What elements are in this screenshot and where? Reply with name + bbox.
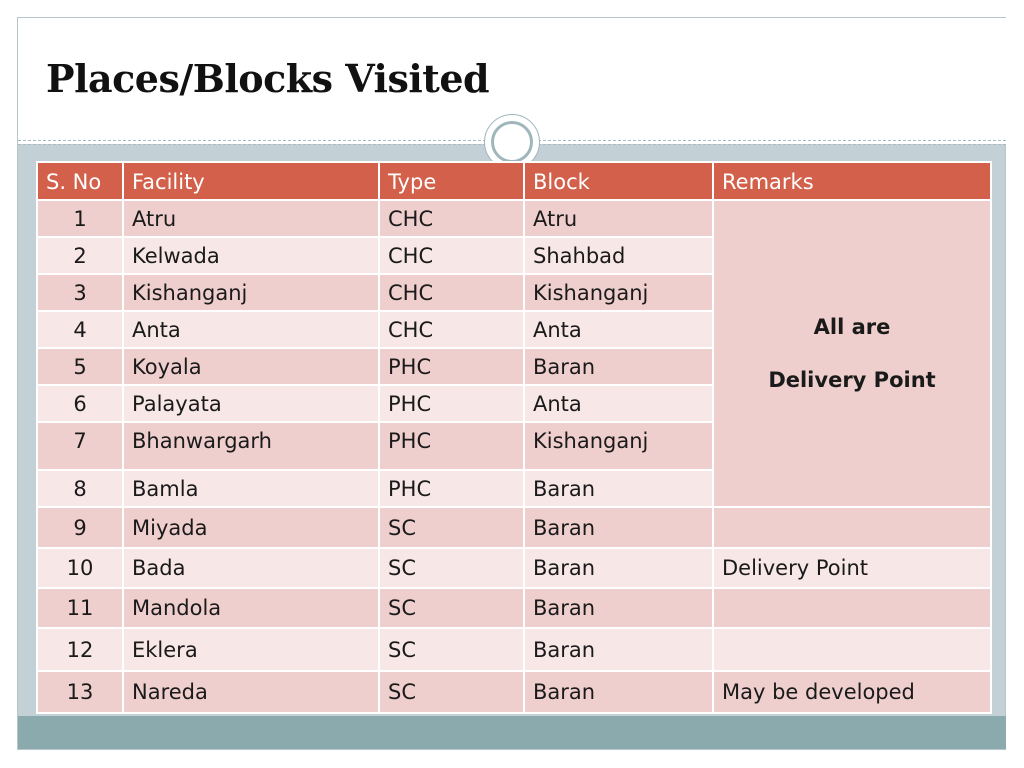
- cell-type: SC: [378, 547, 525, 589]
- table-row: 5 Koyala PHC Baran: [36, 347, 991, 386]
- table-row: 3 Kishanganj CHC Kishanganj: [36, 273, 991, 312]
- cell-facility: Bamla: [122, 469, 380, 508]
- cell-sno: 12: [36, 627, 124, 672]
- cell-type: SC: [378, 627, 525, 672]
- cell-sno: 10: [36, 547, 124, 589]
- slide-title: Places/Blocks Visited: [46, 56, 490, 101]
- cell-sno: 1: [36, 199, 124, 238]
- header-facility: Facility: [122, 161, 380, 201]
- cell-type: SC: [378, 506, 525, 549]
- cell-type: SC: [378, 587, 525, 629]
- cell-remarks: May be developed: [712, 670, 992, 714]
- cell-facility: Bhanwargarh: [122, 421, 380, 471]
- cell-type: PHC: [378, 469, 525, 508]
- table-row: 12 Eklera SC Baran: [36, 627, 992, 672]
- header-remarks: Remarks: [712, 161, 992, 201]
- cell-facility: Kishanganj: [122, 273, 380, 312]
- cell-type: SC: [378, 670, 525, 714]
- cell-remarks-merged: All are Delivery Point: [712, 199, 992, 508]
- cell-block: Baran: [523, 587, 714, 629]
- cell-type: CHC: [378, 310, 525, 349]
- facilities-table: S. No Facility Type Block Remarks 1 Atru…: [36, 161, 992, 714]
- cell-sno: 2: [36, 236, 124, 275]
- cell-sno: 8: [36, 469, 124, 508]
- cell-facility: Nareda: [122, 670, 380, 714]
- cell-sno: 4: [36, 310, 124, 349]
- table-row: 9 Miyada SC Baran: [36, 506, 992, 549]
- cell-block: Baran: [523, 547, 714, 589]
- cell-block: Baran: [523, 506, 714, 549]
- cell-type: CHC: [378, 236, 525, 275]
- cell-facility: Anta: [122, 310, 380, 349]
- cell-block: Baran: [523, 469, 714, 508]
- cell-block: Atru: [523, 199, 714, 238]
- table-row: 2 Kelwada CHC Shahbad: [36, 236, 991, 275]
- circle-ornament-inner: [491, 121, 533, 163]
- cell-block: Anta: [523, 310, 714, 349]
- table-row: 13 Nareda SC Baran May be developed: [36, 670, 992, 714]
- cell-block: Baran: [523, 627, 714, 672]
- cell-remarks: [712, 506, 992, 549]
- table-row: 6 Palayata PHC Anta: [36, 384, 991, 423]
- table-row: 8 Bamla PHC Baran: [36, 469, 991, 508]
- cell-facility: Koyala: [122, 347, 380, 386]
- header-block: Block: [523, 161, 714, 201]
- cell-facility: Palayata: [122, 384, 380, 423]
- table-row: 4 Anta CHC Anta: [36, 310, 991, 349]
- cell-facility: Bada: [122, 547, 380, 589]
- bottom-band: [18, 716, 1006, 749]
- table-row: 11 Mandola SC Baran: [36, 587, 992, 629]
- cell-type: PHC: [378, 384, 525, 423]
- cell-type: CHC: [378, 199, 525, 238]
- cell-facility: Atru: [122, 199, 380, 238]
- cell-block: Kishanganj: [523, 273, 714, 312]
- cell-remarks: [712, 627, 992, 672]
- cell-facility: Eklera: [122, 627, 380, 672]
- cell-sno: 9: [36, 506, 124, 549]
- cell-block: Kishanganj: [523, 421, 714, 471]
- remarks-merged-line2: Delivery Point: [768, 367, 936, 392]
- table-row: 1 Atru CHC Atru All are Delivery Point: [36, 199, 992, 508]
- cell-type: PHC: [378, 421, 525, 471]
- cell-block: Baran: [523, 347, 714, 386]
- circle-ornament-icon: [484, 114, 540, 170]
- remarks-merged-line1: All are: [813, 314, 891, 339]
- header-sno: S. No: [36, 161, 124, 201]
- table-row: 7 Bhanwargarh PHC Kishanganj: [36, 421, 991, 471]
- table-row: 10 Bada SC Baran Delivery Point: [36, 547, 992, 589]
- cell-remarks: Delivery Point: [712, 547, 992, 589]
- cell-sno: 11: [36, 587, 124, 629]
- cell-block: Anta: [523, 384, 714, 423]
- cell-block: Baran: [523, 670, 714, 714]
- cell-sno: 7: [36, 421, 124, 471]
- cell-facility: Mandola: [122, 587, 380, 629]
- cell-facility: Kelwada: [122, 236, 380, 275]
- cell-facility: Miyada: [122, 506, 380, 549]
- cell-remarks: [712, 587, 992, 629]
- table-header-row: S. No Facility Type Block Remarks: [36, 161, 992, 201]
- cell-sno: 5: [36, 347, 124, 386]
- cell-sno: 6: [36, 384, 124, 423]
- cell-block: Shahbad: [523, 236, 714, 275]
- cell-sno: 3: [36, 273, 124, 312]
- header-type: Type: [378, 161, 525, 201]
- cell-type: PHC: [378, 347, 525, 386]
- table-container: S. No Facility Type Block Remarks 1 Atru…: [36, 161, 992, 714]
- cell-sno: 13: [36, 670, 124, 714]
- cell-type: CHC: [378, 273, 525, 312]
